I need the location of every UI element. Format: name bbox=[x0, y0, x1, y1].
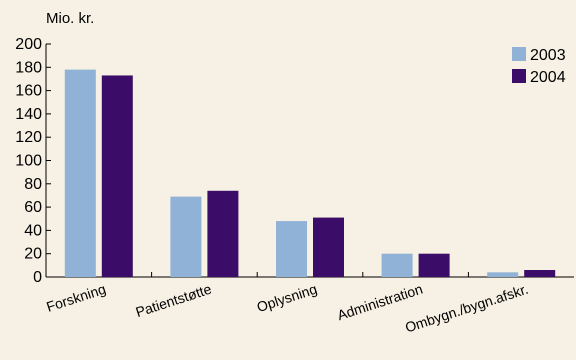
x-tick-labels: Forskning Patientstøtte Oplysning Administr… bbox=[44, 272, 530, 336]
bar-2003-1 bbox=[170, 196, 202, 277]
bar-2003-0 bbox=[64, 69, 96, 277]
bar-2004-4 bbox=[524, 270, 556, 277]
legend-swatch-2003 bbox=[512, 47, 526, 61]
y-tick-label: 80 bbox=[24, 176, 42, 193]
bar-2004-1 bbox=[207, 190, 239, 277]
bar-2004-0 bbox=[101, 75, 133, 277]
x-tick-label: Oplysning bbox=[255, 281, 319, 315]
bar-2004-3 bbox=[418, 253, 450, 277]
y-tick-label: 60 bbox=[24, 199, 42, 216]
bar-2004-2 bbox=[313, 217, 344, 277]
y-tick-label: 0 bbox=[33, 269, 42, 286]
y-tick-label: 20 bbox=[24, 246, 42, 263]
y-tick-label: 140 bbox=[15, 106, 42, 123]
x-tick-label: Patientstøtte bbox=[134, 281, 214, 321]
bar-2003-3 bbox=[381, 253, 413, 277]
x-tick-label: Forskning bbox=[44, 281, 107, 315]
y-ticks: 0 20 40 60 80 100 120 140 160 180 200 bbox=[15, 36, 51, 286]
bars bbox=[64, 69, 556, 277]
y-tick-label: 120 bbox=[15, 129, 42, 146]
bar-2003-4 bbox=[487, 272, 519, 277]
y-tick-label: 180 bbox=[15, 59, 42, 76]
y-unit-label: Mio. kr. bbox=[46, 10, 94, 27]
legend: 2003 2004 bbox=[512, 47, 566, 86]
legend-label-2004: 2004 bbox=[530, 69, 566, 86]
legend-swatch-2004 bbox=[512, 69, 526, 83]
y-tick-label: 160 bbox=[15, 83, 42, 100]
bar-2003-2 bbox=[276, 221, 307, 277]
y-tick-label: 200 bbox=[15, 36, 42, 53]
legend-label-2003: 2003 bbox=[530, 47, 566, 64]
y-tick-label: 100 bbox=[15, 153, 42, 170]
y-tick-label: 40 bbox=[24, 222, 42, 239]
